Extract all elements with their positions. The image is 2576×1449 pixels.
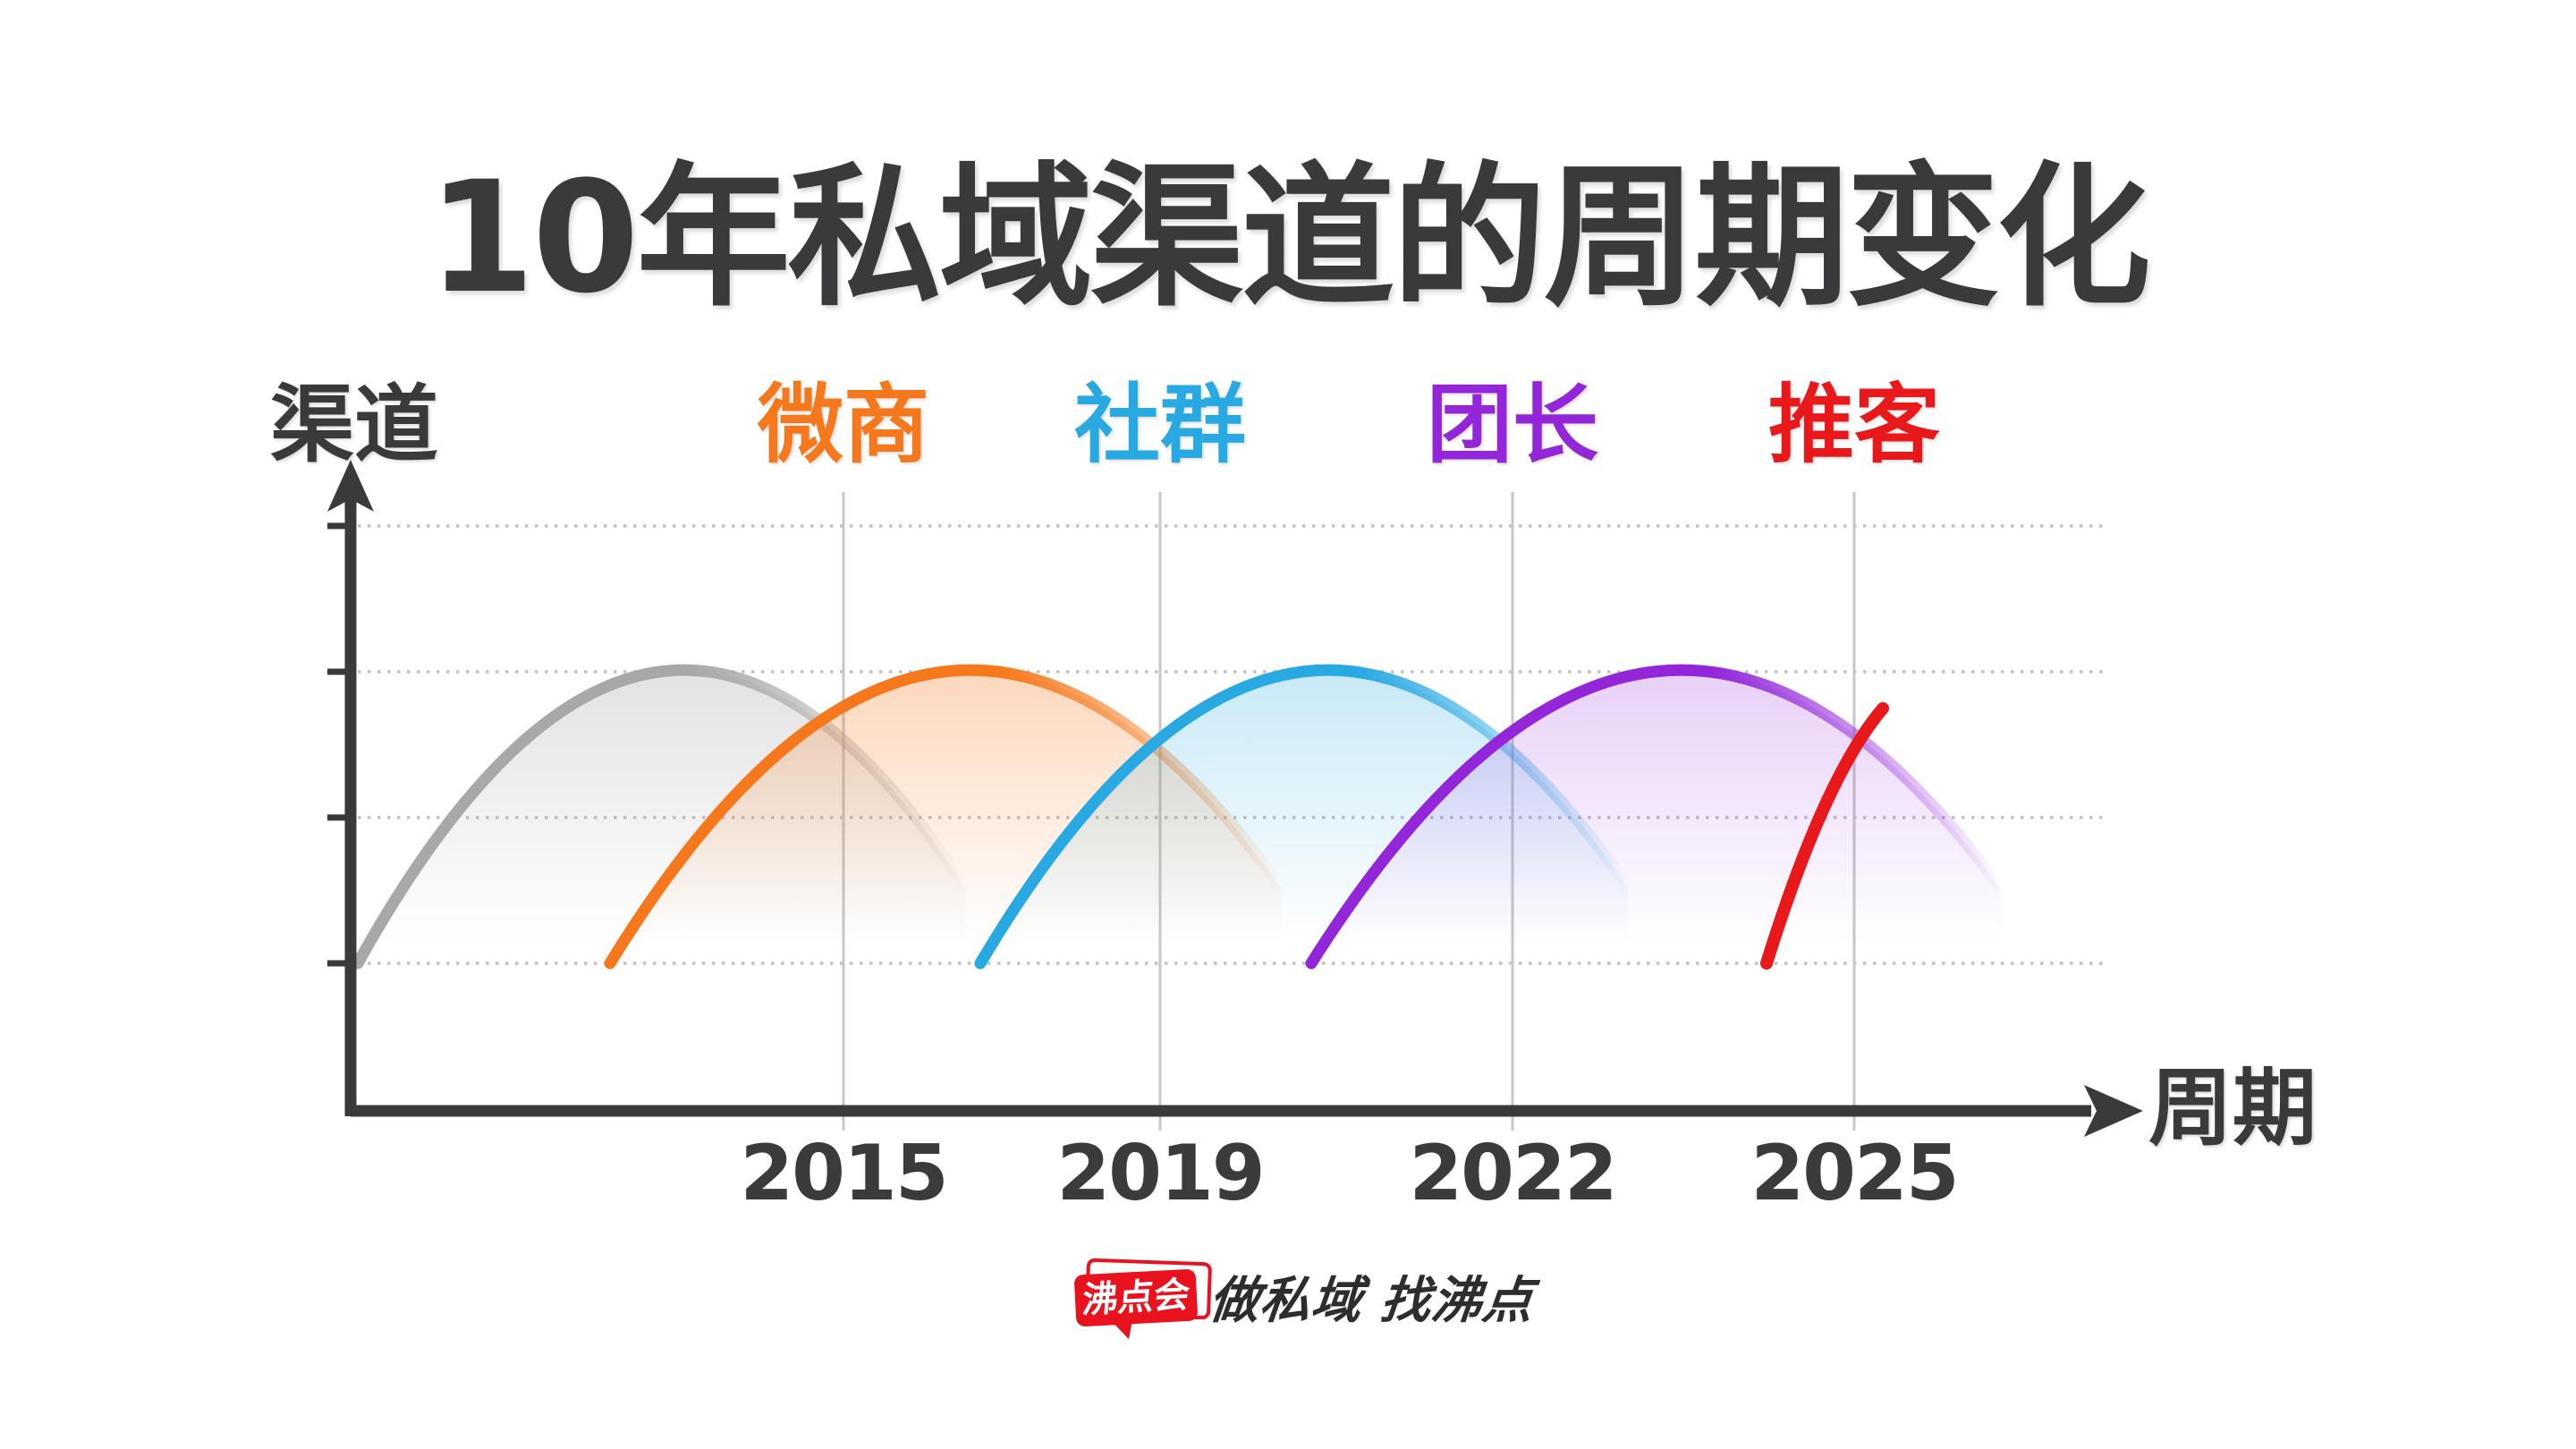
y-axis-arrowhead-icon (327, 460, 374, 512)
axes (327, 490, 2091, 1117)
logo-badge-text: 沸点会 (1080, 1274, 1191, 1322)
logo-badge: 沸点会 (1073, 1268, 1199, 1327)
year-tick-2022: 2022 (1409, 1129, 1617, 1218)
year-tick-2015: 2015 (740, 1129, 948, 1218)
curve-tuanzhang-stroke (1305, 664, 2006, 970)
x-axis-label: 周期 (2148, 1060, 2318, 1157)
logo-speech-tail-icon (1111, 1317, 1137, 1342)
curve-tuike-stroke (1760, 702, 1889, 970)
curve-tuanzhang (1305, 664, 2006, 970)
year-tick-2025: 2025 (1750, 1129, 1959, 1218)
y-axis-ticks (327, 522, 356, 967)
logo-tagline: 做私域 找沸点 (1206, 1272, 1537, 1330)
year-tick-2019: 2019 (1056, 1129, 1265, 1218)
channel-label-weishang: 微商 (758, 375, 929, 475)
x-axis-arrowhead-icon (2084, 1085, 2143, 1137)
channel-label-shequn: 社群 (1074, 375, 1246, 475)
page-title: 10年私域渠道的周期变化 (428, 148, 2150, 327)
channel-label-tuanzhang: 团长 (1427, 375, 1598, 475)
channel-label-tuike: 推客 (1768, 375, 1940, 475)
y-axis-label: 渠道 (269, 377, 438, 474)
curve-tuike (1760, 702, 1889, 970)
curve-tuanzhang-fill (1311, 670, 2000, 963)
